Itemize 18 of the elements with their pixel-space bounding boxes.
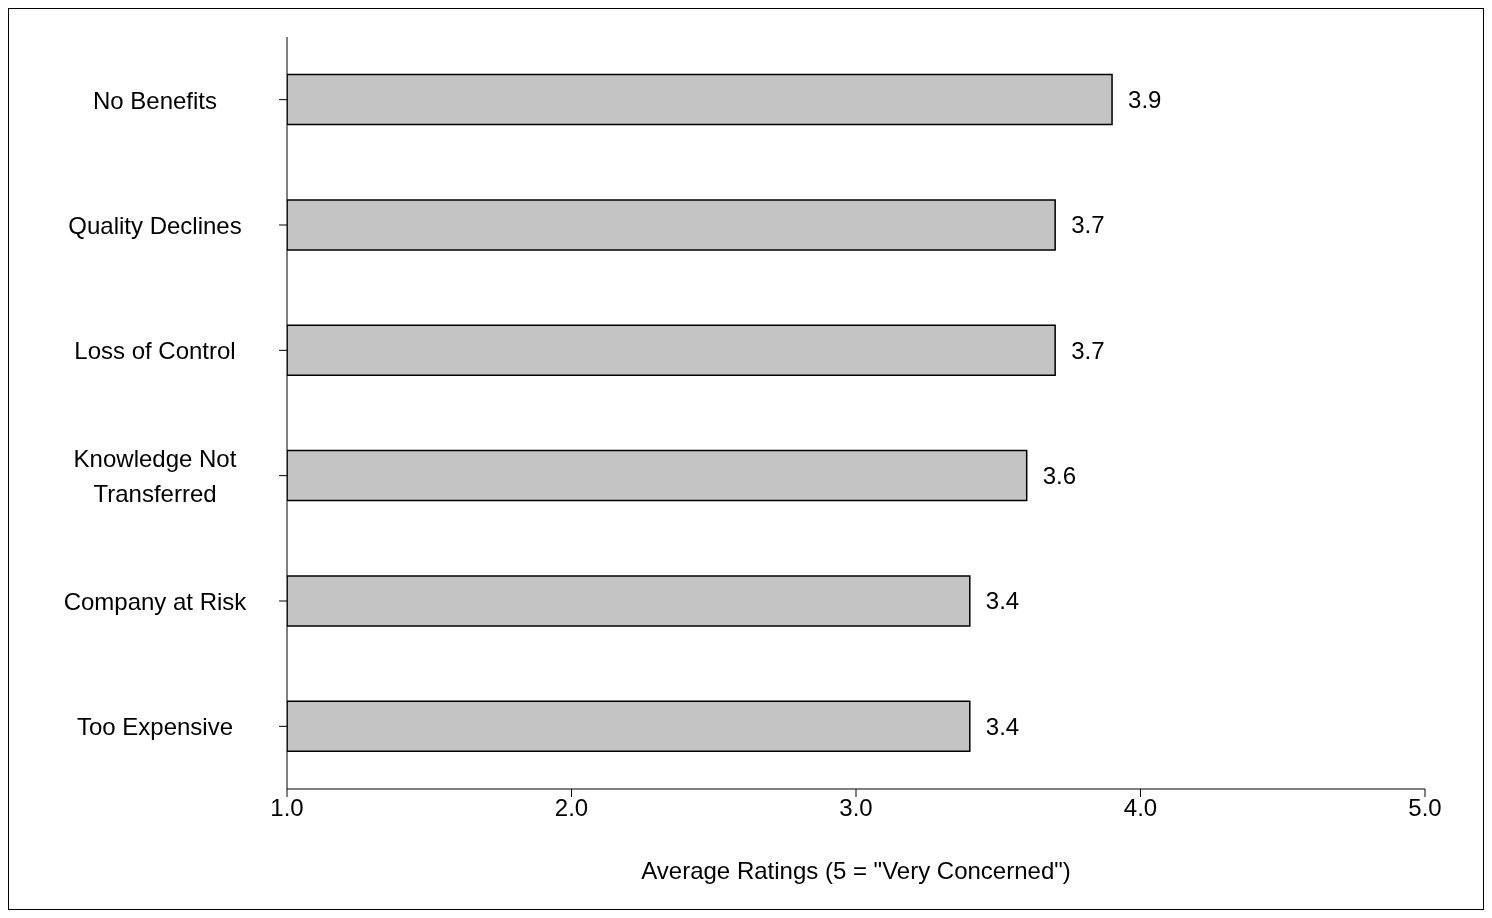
y-tick-label: Quality Declines	[68, 211, 242, 239]
y-tick-label: Knowledge Not Transferred	[73, 444, 237, 507]
x-tick-label: 1.0	[270, 794, 304, 822]
data-label: 3.7	[1071, 211, 1105, 239]
x-axis-title: Average Ratings (5 = "Very Concerned")	[641, 857, 1071, 884]
data-label: 3.9	[1128, 86, 1162, 114]
y-tick-label: No Benefits	[92, 86, 218, 114]
data-label: 3.6	[1042, 462, 1077, 490]
data-label: 3.4	[985, 712, 1020, 740]
y-tick-label: Company at Risk	[63, 587, 248, 615]
data-label: 3.4	[985, 587, 1020, 615]
x-tick-label: 5.0	[1408, 794, 1442, 822]
x-tick-label: 4.0	[1123, 794, 1158, 822]
data-label: 3.7	[1071, 336, 1105, 364]
x-tick-label: 2.0	[554, 794, 589, 822]
y-tick-label: Too Expensive	[76, 712, 234, 740]
x-tick-label: 3.0	[839, 794, 873, 822]
y-tick-label: Loss of Control	[74, 336, 236, 364]
